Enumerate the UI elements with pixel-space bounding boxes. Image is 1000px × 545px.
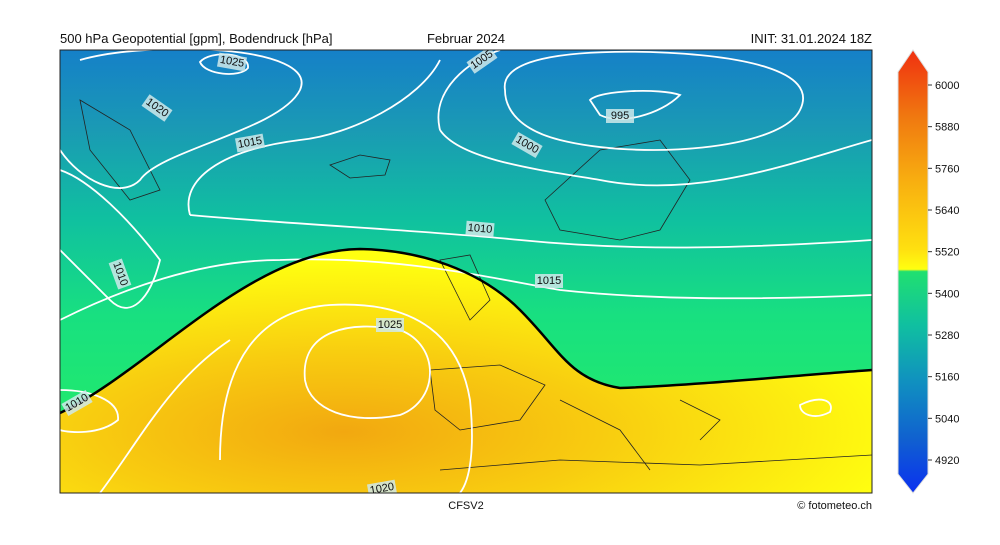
contour-label: 1020 — [366, 479, 398, 497]
colorbar-tick-label: 5880 — [935, 122, 959, 134]
label-box — [61, 389, 93, 417]
contour-value: 1025 — [378, 319, 402, 331]
contour-value: 1020 — [369, 481, 395, 497]
period: Februar 2024 — [427, 31, 505, 46]
label-box — [234, 133, 266, 153]
colorbar-tick-label: 5640 — [935, 205, 959, 217]
label-box — [216, 52, 248, 72]
credit: © fotometeo.ch — [797, 500, 872, 512]
label-box — [141, 94, 173, 122]
model: CFSV2 — [448, 500, 483, 512]
contour-label: 995 — [606, 109, 634, 123]
contour-label: 1025 — [376, 318, 404, 332]
contour-value: 1025 — [219, 54, 245, 70]
contour-label: 1010 — [465, 220, 495, 238]
colorbar-tick-label: 5040 — [935, 413, 959, 425]
colorbar — [897, 49, 929, 494]
colorbar-tick-label: 5280 — [935, 330, 959, 342]
map-area: 1025102010151010100510009951010101510251… — [60, 50, 872, 497]
label-box — [108, 258, 132, 290]
label-box — [366, 479, 398, 493]
label-box — [376, 318, 404, 332]
label-box — [511, 131, 543, 159]
colorbar-tick-label: 6000 — [935, 80, 959, 92]
label-box — [606, 109, 634, 123]
contour-value: 1010 — [467, 222, 492, 236]
contour-label: 1015 — [535, 274, 563, 288]
contour-value: 1015 — [237, 135, 263, 151]
contour-value: 1015 — [537, 275, 561, 287]
map-frame — [59, 49, 873, 494]
colorbar-tick-label: 5520 — [935, 247, 959, 259]
contour-label: 1015 — [234, 133, 266, 153]
colorbar-tick-label: 5760 — [935, 163, 959, 175]
contour-label: 1010 — [108, 258, 132, 290]
init-time: INIT: 31.01.2024 18Z — [751, 31, 872, 46]
contour-value: 995 — [611, 110, 629, 122]
colorbar-tick-label: 5400 — [935, 288, 959, 300]
contour-label: 1025 — [216, 52, 248, 72]
title: 500 hPa Geopotential [gpm], Bodendruck [… — [60, 31, 332, 46]
label-box — [466, 50, 498, 74]
colorbar-tick-label: 5160 — [935, 372, 959, 384]
label-box — [535, 274, 563, 288]
label-box — [465, 220, 495, 238]
colorbar-tick-label: 4920 — [935, 455, 959, 467]
